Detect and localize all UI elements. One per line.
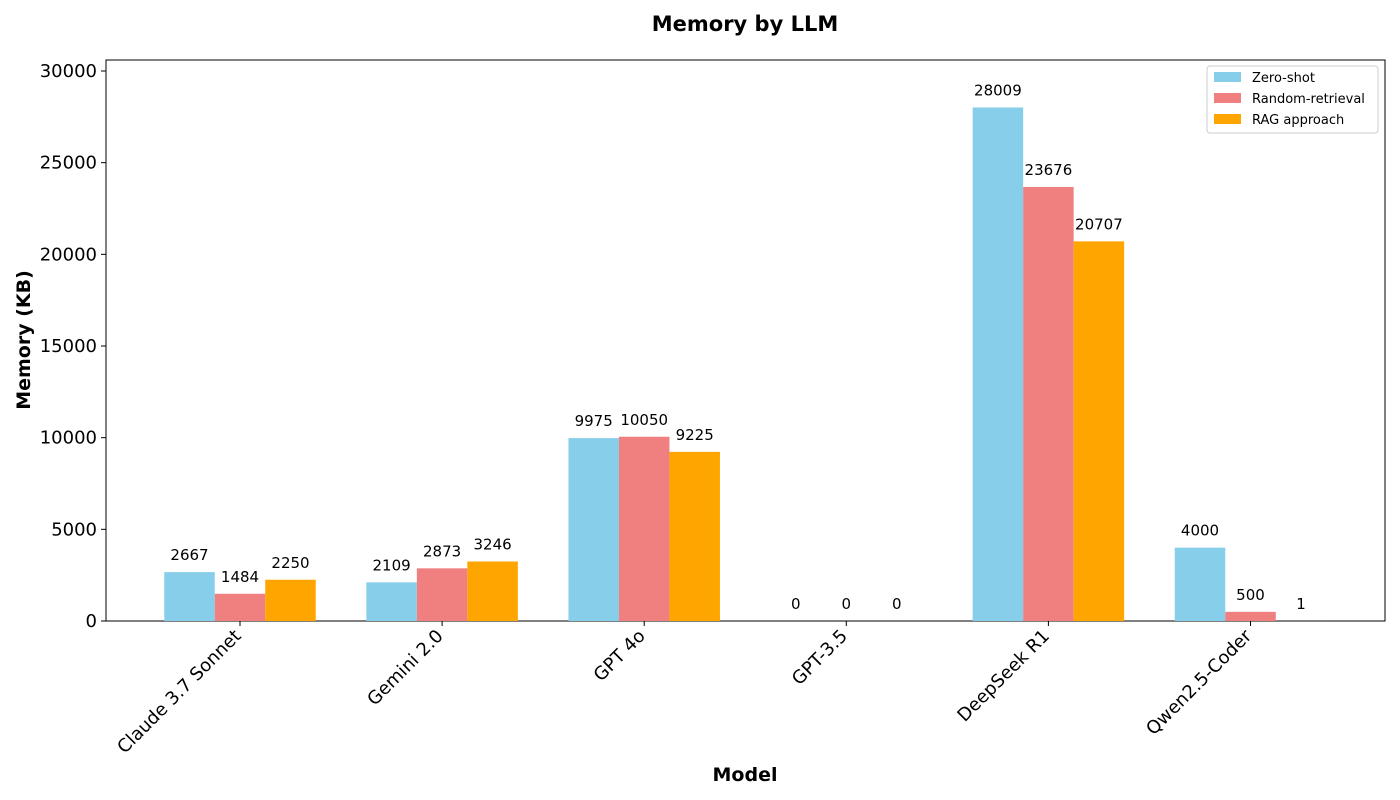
y-tick-label: 30000 (40, 61, 97, 82)
bar-value-label: 9225 (676, 426, 714, 444)
chart-title: Memory by LLM (652, 12, 839, 36)
bar-value-label: 1 (1296, 595, 1306, 613)
y-tick-label: 20000 (40, 244, 97, 265)
x-axis-title: Model (713, 764, 778, 786)
bar-value-label: 0 (842, 595, 852, 613)
bar-value-label: 2667 (170, 546, 208, 564)
bar-rag-approach (265, 579, 316, 621)
bar-random-retrieval (618, 436, 670, 621)
bar-zero-shot (1174, 547, 1226, 621)
bar-value-label: 0 (892, 595, 902, 613)
legend-label: RAG approach (1252, 113, 1344, 128)
bar-zero-shot (366, 582, 417, 621)
legend: Zero-shot Random-retrieval RAG approach (1206, 65, 1379, 134)
bar-value-label: 1484 (221, 568, 259, 586)
bar-rag-approach (669, 451, 720, 621)
y-tick-label: 15000 (40, 336, 97, 357)
bar-value-label: 3246 (474, 535, 512, 553)
bar-value-label: 23676 (1025, 161, 1073, 179)
y-tick-label: 25000 (40, 153, 97, 174)
y-tick-label: 5000 (51, 519, 97, 540)
bar-value-label: 20707 (1075, 215, 1123, 233)
legend-swatch (1214, 93, 1241, 103)
legend-box (1206, 65, 1379, 134)
bar-value-label: 2873 (423, 542, 461, 560)
bar-random-retrieval (416, 568, 468, 621)
bar-zero-shot (972, 107, 1024, 622)
bar-random-retrieval (214, 593, 266, 621)
bar-zero-shot (568, 438, 619, 621)
bar-random-retrieval (1023, 186, 1074, 621)
y-axis-title: Memory (KB) (13, 270, 35, 410)
y-tick-label: 0 (86, 611, 97, 632)
bar-rag-approach (467, 561, 518, 621)
legend-label: Random-retrieval (1252, 92, 1365, 107)
bar-value-label: 9975 (575, 412, 613, 430)
bar-value-label: 4000 (1181, 522, 1219, 540)
legend-swatch (1214, 72, 1241, 82)
bar-value-label: 2250 (271, 554, 309, 572)
bar-value-label: 10050 (620, 411, 668, 429)
bar-value-label: 2109 (373, 556, 411, 574)
legend-swatch (1214, 114, 1241, 124)
bar-random-retrieval (1225, 611, 1276, 621)
bar-zero-shot (164, 572, 215, 621)
legend-label: Zero-shot (1252, 71, 1315, 86)
bar-value-label: 0 (791, 595, 801, 613)
plot-frame (105, 59, 1386, 622)
bar-rag-approach (1073, 241, 1125, 621)
y-tick-label: 10000 (40, 428, 97, 449)
bar-value-label: 500 (1236, 586, 1265, 604)
bar-value-label: 28009 (974, 82, 1022, 100)
